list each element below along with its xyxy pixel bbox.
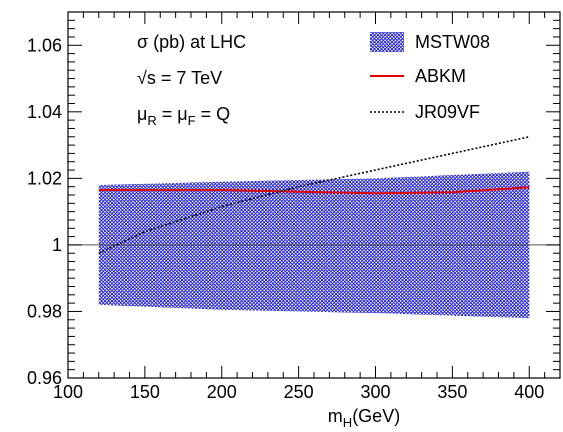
x-axis-label: mH(GeV) [328, 406, 400, 430]
series-layer [98, 136, 530, 254]
x-tick-label: 150 [130, 382, 160, 402]
y-tick-label: 1.02 [27, 168, 62, 188]
legend: MSTW08 ABKM JR09VF [370, 32, 490, 122]
x-tick-label: 400 [514, 382, 544, 402]
x-tick-label: 250 [284, 382, 314, 402]
legend-swatch-mstw08 [370, 32, 404, 52]
series-line-abkm [98, 186, 530, 195]
tick-layer: 100 150 200 250 300 350 400 0.96 0.98 1 1.02 1.04 1.… [27, 11, 561, 402]
series-line-jr09vf [98, 136, 530, 254]
annotation-scales: μR = μF = Q [137, 104, 230, 128]
y-tick-label: 0.96 [27, 368, 62, 388]
annotation-sqrt-s: √s = 7 TeV [137, 68, 222, 88]
legend-label-mstw08: MSTW08 [415, 32, 490, 52]
x-tick-label: 300 [360, 382, 390, 402]
legend-label-abkm: ABKM [415, 66, 466, 86]
y-tick-label: 1.04 [27, 102, 62, 122]
annotation-sigma: σ (pb) at LHC [137, 32, 246, 52]
legend-label-jr09vf: JR09VF [415, 102, 480, 122]
y-tick-label: 1 [52, 235, 62, 255]
x-tick-label: 200 [207, 382, 237, 402]
y-tick-label: 0.98 [27, 301, 62, 321]
x-tick-label: 100 [53, 382, 83, 402]
x-tick-label: 350 [437, 382, 467, 402]
y-tick-label: 1.06 [27, 35, 62, 55]
